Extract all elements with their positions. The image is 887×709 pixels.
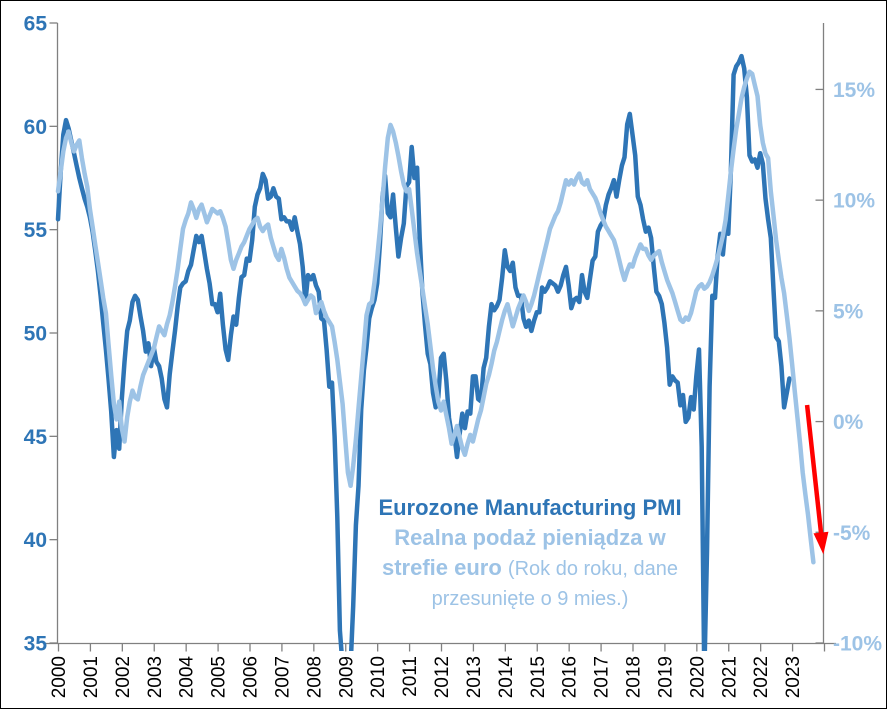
x-axis-year-label: 2009 xyxy=(336,656,357,698)
right-axis-tick-label: 5% xyxy=(833,300,864,323)
left-axis-tick-label: 50 xyxy=(24,323,47,346)
annotation-money-title-2: strefie euro (Rok do roku, dane xyxy=(330,553,730,584)
x-axis-year-label: 2016 xyxy=(560,656,581,698)
x-axis-year-label: 2015 xyxy=(528,656,549,698)
x-axis-year-label: 2014 xyxy=(496,656,517,699)
x-axis-year-label: 2018 xyxy=(624,656,645,698)
x-axis-year-label: 2007 xyxy=(272,656,293,698)
x-axis-year-label: 2011 xyxy=(400,656,421,697)
x-axis-year-label: 2017 xyxy=(592,656,613,698)
right-axis-tick-label: 0% xyxy=(833,411,864,434)
left-axis-tick-label: 65 xyxy=(24,13,48,36)
left-axis-tick-label: 60 xyxy=(24,116,47,139)
trend-arrow-shaft xyxy=(804,404,824,539)
series-lines xyxy=(55,53,816,651)
x-axis-year-label: 2021 xyxy=(719,656,740,698)
x-axis-year-label: 2006 xyxy=(241,656,262,698)
right-axis-tick-label: -10% xyxy=(833,633,882,656)
left-axis-tick-label: 40 xyxy=(24,529,47,552)
x-axis-year-label: 2019 xyxy=(655,656,676,698)
x-axis-year-label: 2005 xyxy=(209,656,230,698)
chart-annotation: Eurozone Manufacturing PMI Realna podaż … xyxy=(330,493,730,614)
x-axis-year-label: 2002 xyxy=(113,656,134,698)
annotation-money-title-bold: strefie euro xyxy=(381,555,508,580)
x-axis-year-label: 2000 xyxy=(49,656,70,698)
x-axis-year-label: 2013 xyxy=(464,656,485,698)
left-axis-tick-label: 55 xyxy=(24,219,48,242)
x-axis-year-label: 2012 xyxy=(432,656,453,698)
annotation-note-2: przesunięte o 9 mies.) xyxy=(431,588,629,610)
right-axis-tick-label: 15% xyxy=(833,79,875,102)
annotation-money-title: Realna podaż pieniądza w xyxy=(394,525,666,550)
x-axis-year-label: 2023 xyxy=(783,656,804,698)
x-axis-year-label: 2022 xyxy=(751,656,772,698)
left-axis-tick-label: 45 xyxy=(24,426,48,449)
x-axis-year-label: 2001 xyxy=(81,656,102,698)
right-axis-tick-label: -5% xyxy=(833,522,871,545)
x-axis-year-label: 2008 xyxy=(304,656,325,698)
trend-arrow xyxy=(804,404,829,555)
annotation-pmi-title: Eurozone Manufacturing PMI xyxy=(378,495,682,520)
annotation-note: (Rok do roku, dane xyxy=(507,558,679,580)
x-axis-year-label: 2010 xyxy=(368,656,389,698)
right-axis-tick-label: 10% xyxy=(833,190,875,213)
x-axis-year-label: 2004 xyxy=(177,656,198,699)
money-supply-line xyxy=(55,69,816,565)
axes: 65 60 55 50 45 40 35 15% 10% 5% 0% -5% -10% 2000 2001 2… xyxy=(24,13,883,699)
left-axis-tick-label: 35 xyxy=(24,633,48,656)
trend-arrow-head xyxy=(813,531,829,555)
x-axis-year-label: 2003 xyxy=(145,656,166,698)
x-axis-year-label: 2020 xyxy=(687,656,708,698)
